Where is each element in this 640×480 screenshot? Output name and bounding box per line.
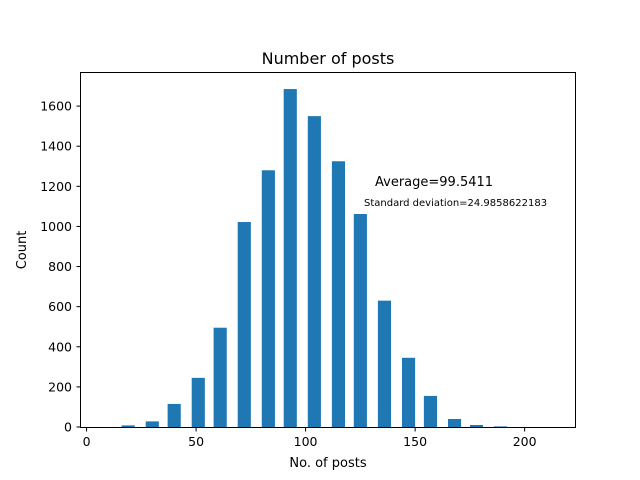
histogram-bar [353,214,367,427]
plot-frame [80,72,576,428]
y-axis-ticks: 0 200 400 600 800 1000 1200 1400 1600 [40,99,81,435]
histogram-bar [331,161,346,428]
y-axis-label: Count [15,231,30,270]
x-tick-label: 100 [294,434,318,449]
y-tick-label: 0 [64,420,72,435]
x-tick-label: 0 [83,434,91,449]
histogram-bar [423,395,438,427]
histogram-bar [469,424,484,427]
y-tick-label: 600 [48,299,72,314]
histogram-bar [237,222,251,427]
histogram-bar [493,426,508,427]
y-tick-label: 1600 [40,99,72,114]
y-tick-label: 800 [48,259,72,274]
histogram-bar [167,403,181,427]
x-tick-label: 150 [403,434,427,449]
chart-title: Number of posts [262,49,395,68]
y-tick-label: 200 [48,379,72,394]
histogram-bar [401,357,416,427]
std-annotation: Standard deviation=24.9858622183 [364,198,547,209]
histogram-bar [307,116,321,427]
y-tick-label: 400 [48,339,72,354]
average-annotation: Average=99.5411 [375,175,493,190]
y-tick-label: 1400 [40,139,72,154]
x-axis-ticks: 0 50 100 150 200 [83,427,537,449]
histogram-bar [377,300,392,427]
histogram-bar [213,327,227,427]
histogram-bar [261,170,275,427]
histogram-bar [145,421,159,427]
histogram-bar [447,418,462,427]
bars-group [121,89,508,428]
y-tick-label: 1200 [40,179,72,194]
x-axis-label: No. of posts [289,456,366,471]
x-tick-label: 50 [188,434,204,449]
y-tick-label: 1000 [40,219,72,234]
x-tick-label: 200 [513,434,537,449]
histogram-bar [191,377,205,427]
histogram-bar [121,425,135,427]
histogram-bar [283,89,297,427]
